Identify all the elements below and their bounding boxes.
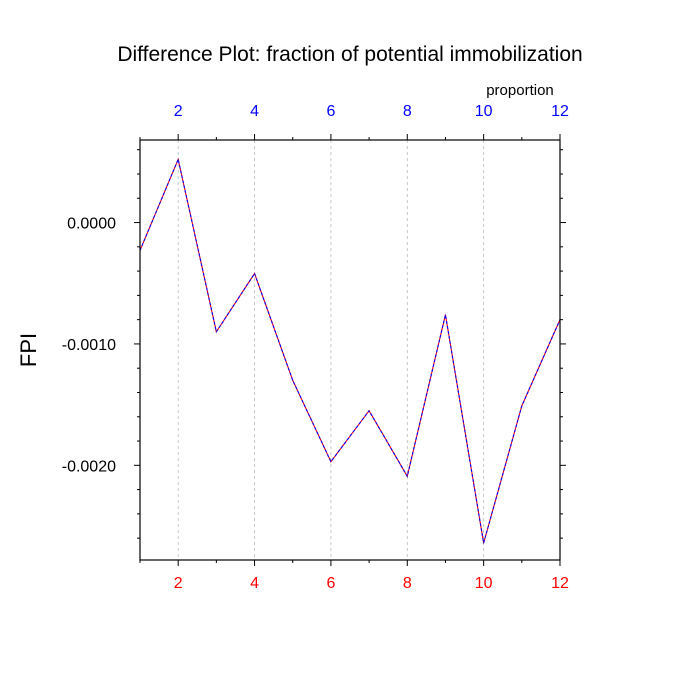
- axis-ticks: [134, 134, 566, 566]
- series-line-red: [139, 157, 561, 544]
- y-axis-label: FPI: [16, 333, 41, 367]
- data-point-3: [253, 272, 256, 275]
- data-point-10: [521, 405, 523, 407]
- data-point-7: [406, 475, 408, 477]
- x-tick-label-bottom-2: 6: [326, 575, 335, 592]
- x-tick-label-bottom-5: 12: [551, 575, 569, 592]
- plot-frame: [139, 139, 561, 561]
- chart-title: Difference Plot: fraction of potential i…: [117, 43, 582, 66]
- data-point-9: [483, 542, 485, 544]
- x-tick-label-bottom-1: 4: [250, 575, 259, 592]
- x-tick-label-top-5: 12: [551, 103, 569, 120]
- data-point-4: [292, 379, 294, 381]
- data-point-2: [215, 331, 217, 333]
- x-tick-label-top-1: 4: [250, 103, 259, 120]
- data-point-5: [330, 461, 332, 463]
- plot-area: [139, 157, 561, 544]
- y-tick-label-1: -0.0010: [62, 337, 116, 354]
- y-tick-label-2: -0.0020: [62, 458, 116, 475]
- x-tick-label-top-3: 8: [403, 103, 412, 120]
- y-tick-label-0: 0.0000: [67, 216, 116, 233]
- data-point-8: [444, 314, 447, 316]
- x-grid: [177, 140, 561, 560]
- top-axis-label: proportion: [486, 82, 554, 99]
- x-tick-label-bottom-0: 2: [174, 575, 183, 592]
- tick-labels: 2 2 4 4 6 6 8 8 10 10 12 12 0.0000 -0.0010 -0.0020: [62, 103, 569, 592]
- data-point-6: [368, 410, 370, 412]
- x-tick-label-bottom-3: 8: [403, 575, 412, 592]
- data-point-1: [177, 158, 179, 161]
- x-tick-label-top-0: 2: [174, 103, 183, 120]
- series-line-blue: [139, 157, 561, 544]
- x-tick-label-top-4: 10: [475, 103, 493, 120]
- x-tick-label-top-2: 6: [326, 103, 335, 120]
- x-tick-label-bottom-4: 10: [475, 575, 493, 592]
